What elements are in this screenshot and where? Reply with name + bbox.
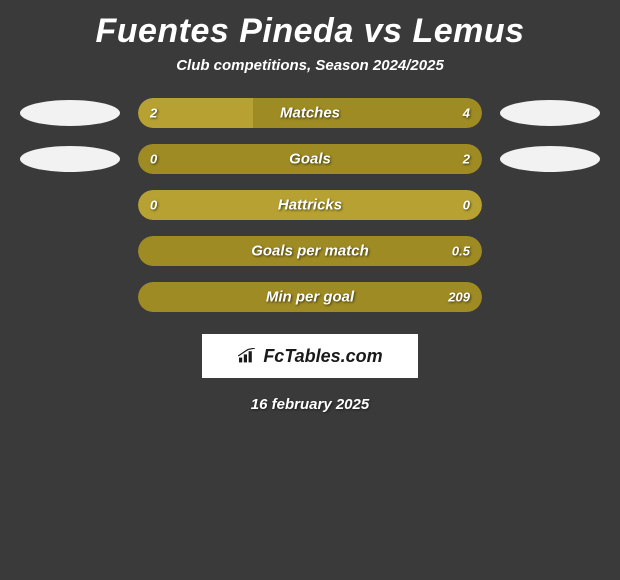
team-right-ellipse	[500, 146, 600, 172]
stat-label: Matches	[280, 105, 340, 122]
team-right-ellipse	[500, 100, 600, 126]
stat-value-left: 0	[150, 152, 157, 167]
stat-row: Matches 2 4	[10, 98, 610, 128]
subtitle: Club competitions, Season 2024/2025	[0, 57, 620, 98]
stats-container: Matches 2 4 Goals 0 2 Hattricks 0 0 Goals per mat…	[0, 98, 620, 312]
stat-row: Min per goal 209	[10, 282, 610, 312]
stat-value-left: 0	[150, 198, 157, 213]
stat-value-right: 0	[463, 198, 470, 213]
logo-text: FcTables.com	[263, 346, 382, 367]
page-title: Fuentes Pineda vs Lemus	[0, 0, 620, 57]
stat-label: Hattricks	[278, 197, 342, 214]
stat-bar: Matches 2 4	[138, 98, 482, 128]
stat-bar: Goals per match 0.5	[138, 236, 482, 266]
stat-bar: Min per goal 209	[138, 282, 482, 312]
stat-value-left: 2	[150, 106, 157, 121]
team-left-ellipse	[20, 100, 120, 126]
bar-chart-icon	[237, 348, 257, 364]
stat-bar: Hattricks 0 0	[138, 190, 482, 220]
stat-value-right: 2	[463, 152, 470, 167]
date-label: 16 february 2025	[0, 396, 620, 413]
stat-bar: Goals 0 2	[138, 144, 482, 174]
stat-row: Hattricks 0 0	[10, 190, 610, 220]
team-left-ellipse	[20, 146, 120, 172]
stat-row: Goals 0 2	[10, 144, 610, 174]
stat-value-right: 0.5	[452, 244, 470, 259]
stat-row: Goals per match 0.5	[10, 236, 610, 266]
stat-label: Goals	[289, 151, 331, 168]
stat-label: Goals per match	[251, 243, 369, 260]
stat-value-right: 4	[463, 106, 470, 121]
stat-value-right: 209	[448, 290, 470, 305]
logo-box[interactable]: FcTables.com	[202, 334, 418, 378]
stat-label: Min per goal	[266, 289, 354, 306]
